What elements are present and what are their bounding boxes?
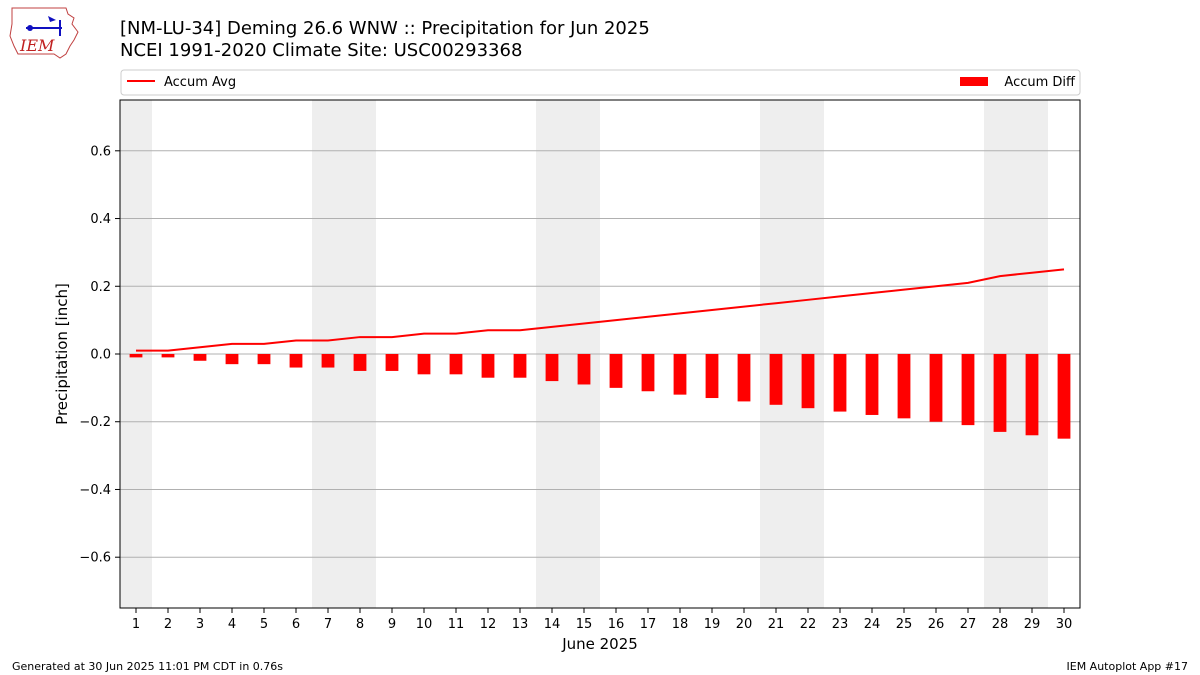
y-axis-label: Precipitation [inch] bbox=[53, 283, 71, 425]
x-tick-label: 6 bbox=[292, 617, 300, 632]
accum-diff-bar-9 bbox=[385, 354, 399, 371]
accum-diff-bar-3 bbox=[193, 354, 207, 361]
x-tick-label: 5 bbox=[260, 617, 268, 632]
x-tick-label: 8 bbox=[356, 617, 364, 632]
accum-diff-bar-19 bbox=[705, 354, 719, 399]
x-tick-label: 7 bbox=[324, 617, 332, 632]
footer-generated: Generated at 30 Jun 2025 11:01 PM CDT in… bbox=[12, 660, 284, 673]
accum-diff-bar-1 bbox=[129, 354, 143, 358]
accum-diff-bar-24 bbox=[865, 354, 879, 415]
accum-diff-bar-20 bbox=[737, 354, 751, 402]
x-tick-label: 30 bbox=[1056, 617, 1073, 632]
x-tick-label: 4 bbox=[228, 617, 236, 632]
accum-diff-bar-5 bbox=[257, 354, 271, 365]
accum-diff-bar-22 bbox=[801, 354, 815, 409]
y-tick-label: −0.6 bbox=[79, 551, 111, 566]
grid-lines bbox=[120, 150, 1080, 558]
accum-diff-bar-11 bbox=[449, 354, 463, 375]
x-tick-label: 20 bbox=[736, 617, 753, 632]
y-tick-label: 0.2 bbox=[90, 280, 111, 295]
accum-diff-bar-15 bbox=[577, 354, 591, 385]
x-axis-ticks: 1 2 3 4 5 6 7 8 9 10 11 12 13 14 15 16 17 18 19 20 21 22 23 24 2… bbox=[132, 608, 1072, 632]
x-tick-label: 24 bbox=[864, 617, 881, 632]
x-tick-label: 9 bbox=[388, 617, 396, 632]
x-tick-label: 16 bbox=[608, 617, 625, 632]
accum-diff-bar-10 bbox=[417, 354, 431, 375]
y-tick-label: 0.4 bbox=[90, 212, 111, 227]
accum-diff-bar-16 bbox=[609, 354, 623, 388]
accum-avg-line-group bbox=[136, 268, 1065, 352]
x-tick-label: 13 bbox=[512, 617, 529, 632]
accum-diff-bar-25 bbox=[897, 354, 911, 419]
x-tick-label: 26 bbox=[928, 617, 945, 632]
legend-label-accum-avg: Accum Avg bbox=[164, 75, 236, 90]
x-tick-label: 25 bbox=[896, 617, 913, 632]
x-tick-label: 17 bbox=[640, 617, 657, 632]
y-tick-label: 0.0 bbox=[90, 348, 111, 363]
accum-diff-bar-27 bbox=[961, 354, 975, 426]
chart-subtitle: NCEI 1991-2020 Climate Site: USC00293368 bbox=[120, 40, 523, 61]
legend-bar-swatch bbox=[960, 77, 988, 86]
legend-label-accum-diff: Accum Diff bbox=[1004, 75, 1076, 90]
x-tick-label: 19 bbox=[704, 617, 721, 632]
x-tick-label: 29 bbox=[1024, 617, 1041, 632]
chart-title: [NM-LU-34] Deming 26.6 WNW :: Precipitat… bbox=[120, 18, 650, 39]
accum-diff-bar-30 bbox=[1057, 354, 1071, 439]
x-tick-label: 15 bbox=[576, 617, 593, 632]
accum-diff-bar-8 bbox=[353, 354, 367, 371]
accum-diff-bar-4 bbox=[225, 354, 239, 365]
accum-diff-bar-29 bbox=[1025, 354, 1039, 436]
x-tick-label: 10 bbox=[416, 617, 433, 632]
accum-diff-bar-12 bbox=[481, 354, 495, 378]
legend-box bbox=[120, 69, 1081, 96]
y-tick-label: 0.6 bbox=[90, 144, 111, 159]
accum-avg-line bbox=[136, 268, 1065, 352]
y-tick-label: −0.4 bbox=[79, 483, 111, 498]
x-tick-label: 1 bbox=[132, 617, 140, 632]
accum-diff-bar-14 bbox=[545, 354, 559, 382]
x-tick-label: 18 bbox=[672, 617, 689, 632]
x-tick-label: 11 bbox=[448, 617, 465, 632]
x-tick-label: 27 bbox=[960, 617, 977, 632]
x-tick-label: 21 bbox=[768, 617, 785, 632]
iem-logo: IEM bbox=[9, 7, 79, 59]
x-tick-label: 12 bbox=[480, 617, 497, 632]
y-tick-label: −0.2 bbox=[79, 415, 111, 430]
accum-diff-bar-23 bbox=[833, 354, 847, 412]
x-tick-label: 23 bbox=[832, 617, 849, 632]
accum-diff-bar-18 bbox=[673, 354, 687, 395]
accum-diff-bars bbox=[129, 354, 1071, 439]
accum-diff-bar-2 bbox=[161, 354, 175, 358]
accum-diff-bar-26 bbox=[929, 354, 943, 422]
x-tick-label: 2 bbox=[164, 617, 172, 632]
logo-text: IEM bbox=[19, 36, 55, 55]
x-tick-label: 22 bbox=[800, 617, 817, 632]
x-tick-label: 14 bbox=[544, 617, 561, 632]
accum-diff-bar-6 bbox=[289, 354, 303, 368]
x-axis-label: June 2025 bbox=[561, 635, 638, 653]
accum-diff-bar-7 bbox=[321, 354, 335, 368]
y-axis-ticks: −0.6 −0.4 −0.2 0.0 0.2 0.4 0.6 bbox=[79, 144, 120, 566]
accum-diff-bar-13 bbox=[513, 354, 527, 378]
x-tick-label: 3 bbox=[196, 617, 204, 632]
footer-app: IEM Autoplot App #17 bbox=[1066, 660, 1189, 673]
accum-diff-bar-21 bbox=[769, 354, 783, 405]
accum-diff-bar-17 bbox=[641, 354, 655, 392]
x-tick-label: 28 bbox=[992, 617, 1009, 632]
accum-diff-bar-28 bbox=[993, 354, 1007, 432]
